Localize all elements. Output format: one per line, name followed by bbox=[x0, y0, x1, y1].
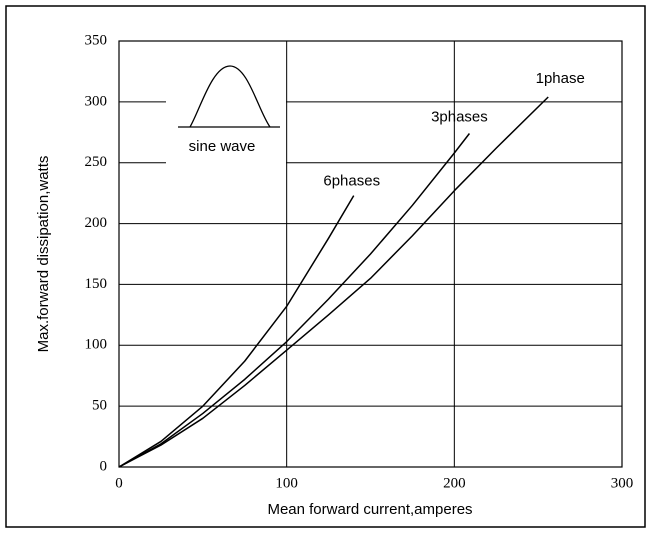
annotation: sine wave bbox=[189, 138, 256, 155]
series-label: 3phases bbox=[431, 108, 488, 125]
y-tick-label: 0 bbox=[100, 458, 108, 474]
x-tick-label: 300 bbox=[611, 475, 634, 491]
y-tick-label: 250 bbox=[85, 154, 108, 170]
y-axis-label: Max.forward dissipation,watts bbox=[35, 156, 52, 353]
y-tick-label: 150 bbox=[85, 276, 108, 292]
plot-border bbox=[118, 40, 623, 468]
x-tick-label: 100 bbox=[275, 475, 298, 491]
y-tick-label: 50 bbox=[92, 398, 107, 414]
line bbox=[118, 195, 355, 468]
sine-icon bbox=[178, 65, 280, 128]
y-tick-label: 300 bbox=[85, 93, 108, 109]
frame bbox=[5, 5, 646, 528]
series-label: 1phase bbox=[536, 70, 585, 87]
line bbox=[118, 133, 471, 468]
x-tick-label: 200 bbox=[443, 475, 466, 491]
x-axis-label: Mean forward current,amperes bbox=[267, 501, 472, 518]
y-tick-label: 100 bbox=[85, 337, 108, 353]
x-tick-label: 0 bbox=[115, 475, 123, 491]
y-tick-label: 350 bbox=[85, 32, 108, 48]
series-label: 6phases bbox=[323, 173, 380, 190]
y-tick-label: 200 bbox=[85, 215, 108, 231]
line bbox=[118, 96, 549, 468]
inset-background bbox=[166, 46, 286, 164]
